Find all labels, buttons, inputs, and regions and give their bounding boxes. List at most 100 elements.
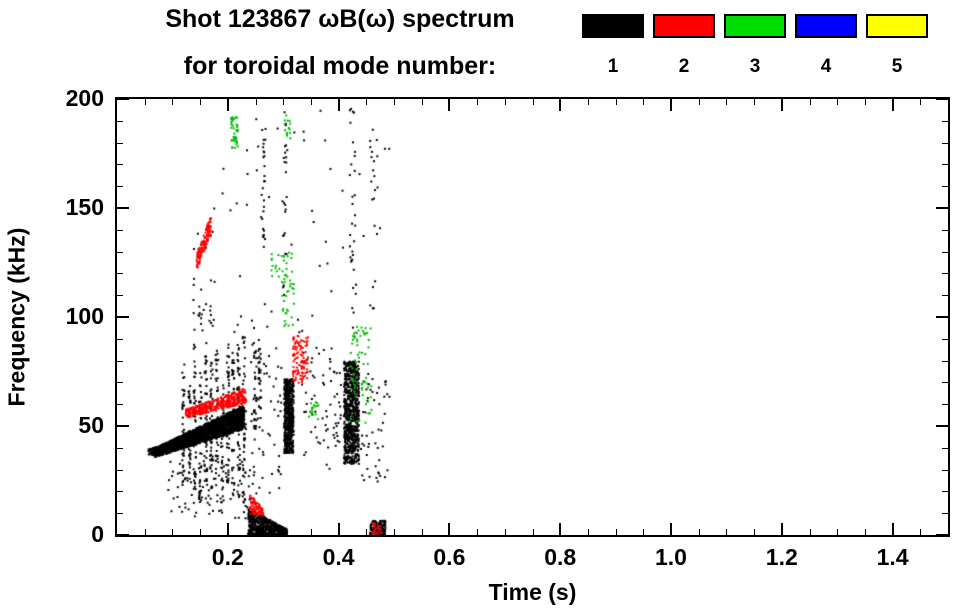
axis-tick [117, 273, 123, 275]
x-tick-label: 1.0 [655, 544, 687, 570]
axis-tick [421, 529, 423, 535]
axis-tick [942, 142, 948, 144]
axis-tick [942, 382, 948, 384]
axis-tick [698, 99, 700, 105]
axis-tick [587, 529, 589, 535]
legend-swatch-mode-2 [653, 14, 715, 38]
axis-tick [255, 529, 257, 535]
y-tick-label: 200 [65, 85, 104, 111]
axis-tick [942, 229, 948, 231]
axis-tick [942, 469, 948, 471]
y-axis-label: Frequency (kHz) [3, 227, 30, 407]
axis-tick [394, 99, 395, 105]
axis-tick [942, 491, 948, 493]
axis-tick [117, 229, 123, 231]
axis-tick [780, 99, 783, 111]
axis-tick [366, 529, 368, 535]
axis-tick [726, 99, 728, 105]
axis-tick [283, 99, 285, 105]
axis-tick [936, 425, 948, 427]
axis-tick [942, 251, 948, 253]
axis-tick [117, 513, 123, 515]
legend-item-mode-3: 3 [724, 14, 786, 78]
axis-tick [117, 120, 123, 122]
axis-tick [117, 316, 129, 318]
axis-tick [283, 529, 285, 535]
axis-tick [117, 164, 123, 166]
x-tick-label: 0.6 [433, 544, 466, 570]
axis-tick [504, 99, 506, 105]
axis-tick [936, 316, 948, 318]
axis-tick [117, 404, 123, 406]
axis-tick [117, 251, 123, 253]
spectrum-canvas [117, 99, 948, 535]
x-tick-label: 0.8 [544, 544, 577, 570]
legend-swatch-mode-1 [582, 14, 644, 38]
axis-tick [559, 99, 562, 111]
axis-tick [144, 529, 146, 535]
axis-tick [670, 523, 672, 535]
y-tick-label: 150 [65, 194, 104, 220]
axis-tick [864, 99, 866, 105]
axis-tick [942, 360, 948, 362]
y-tick-label: 50 [78, 412, 104, 438]
axis-tick [117, 491, 123, 493]
axis-tick [920, 529, 922, 535]
axis-tick [200, 529, 202, 535]
axis-tick [310, 529, 312, 535]
axis-tick [754, 529, 756, 535]
x-tick-label: 1.4 [876, 544, 909, 570]
axis-tick [643, 529, 645, 535]
axis-tick [226, 523, 229, 535]
axis-tick [255, 99, 257, 105]
legend-item-mode-5: 5 [866, 14, 928, 78]
axis-tick [200, 99, 202, 105]
axis-tick [117, 360, 123, 362]
axis-tick [117, 338, 123, 340]
axis-tick [942, 338, 948, 340]
axis-tick [117, 425, 129, 427]
axis-tick [942, 447, 948, 449]
axis-tick [698, 529, 700, 535]
axis-tick [942, 404, 948, 406]
axis-tick [936, 207, 948, 209]
axis-tick [448, 523, 451, 535]
legend-label-mode-1: 1 [607, 56, 619, 77]
legend-label-mode-3: 3 [749, 56, 761, 77]
legend-swatch-mode-3 [724, 14, 786, 38]
y-tick-label: 100 [65, 303, 104, 329]
axis-tick [942, 295, 948, 297]
axis-tick [448, 99, 451, 111]
legend-label-mode-2: 2 [678, 56, 690, 77]
axis-tick [117, 98, 129, 100]
axis-tick [670, 99, 672, 111]
axis-tick [117, 295, 123, 297]
axis-tick [477, 529, 479, 535]
x-tick-label: 0.4 [322, 544, 355, 570]
axis-tick [366, 99, 368, 105]
axis-tick [942, 120, 948, 122]
axis-tick [117, 142, 123, 144]
axis-tick [942, 273, 948, 275]
axis-tick [226, 99, 229, 111]
legend-item-mode-2: 2 [653, 14, 715, 78]
axis-tick [936, 98, 948, 100]
axis-tick [504, 529, 506, 535]
axis-tick [891, 99, 894, 111]
axis-tick [117, 186, 123, 188]
axis-tick [942, 164, 948, 166]
axis-tick [809, 529, 811, 535]
axis-tick [337, 99, 340, 111]
x-axis-label: Time (s) [488, 579, 577, 605]
axis-tick [117, 469, 123, 471]
chart-title-line1: Shot 123867 ωB(ω) spectrum [165, 5, 515, 33]
axis-tick [837, 529, 839, 535]
axis-tick [559, 523, 562, 535]
axis-tick [942, 513, 948, 515]
axis-tick [936, 534, 948, 536]
mode-legend: 1 2 3 4 5 [582, 14, 928, 78]
axis-tick [643, 99, 645, 105]
chart-title-line2: for toroidal mode number: [183, 52, 497, 80]
legend-item-mode-4: 4 [795, 14, 857, 78]
